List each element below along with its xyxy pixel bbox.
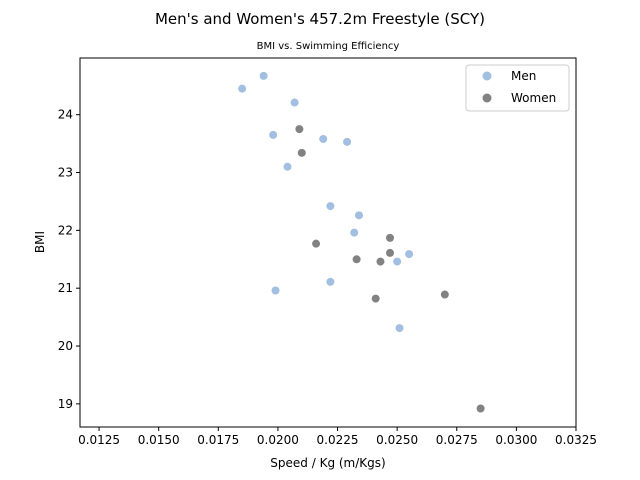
x-tick-label: 0.0300 [495,433,537,447]
y-tick-label: 21 [58,281,73,295]
y-tick-label: 22 [58,223,73,237]
data-point-men [393,257,402,266]
y-tick-label: 20 [58,339,73,353]
y-tick-label: 19 [58,397,73,411]
data-point-women [295,125,304,134]
legend-label-men: Men [511,69,536,83]
data-point-women [371,294,380,303]
data-point-men [269,130,278,139]
data-points [238,71,485,413]
x-tick-label: 0.0175 [197,433,239,447]
data-point-women [440,290,449,299]
y-tick-label: 24 [58,108,73,122]
x-tick-label: 0.0225 [317,433,359,447]
data-point-men [290,98,299,107]
data-point-women [386,248,394,257]
x-tick-label: 0.0250 [376,433,418,447]
data-point-men [395,324,404,333]
legend: Men Women [465,64,570,112]
data-point-women [476,404,485,413]
legend-box [465,64,570,112]
data-point-women [386,233,394,242]
plot-area [79,57,577,428]
x-tick-label: 0.0150 [138,433,180,447]
data-point-men [405,250,414,259]
x-tick-label: 0.0200 [257,433,299,447]
y-axis-ticks: 19 20 21 22 23 24 [58,108,80,411]
data-point-women [312,239,321,248]
x-tick-label: 0.0325 [555,433,597,447]
data-point-women [352,255,361,264]
data-point-women [297,148,306,157]
data-point-men [355,211,363,220]
legend-label-women: Women [511,91,556,105]
data-point-men [238,84,247,93]
data-point-men [343,137,352,146]
legend-marker-women [482,93,492,103]
data-point-men [271,286,280,295]
x-axis-ticks: 0.0125 0.0150 0.0175 0.0200 0.0225 0.0250 0.02… [78,427,597,447]
y-axis-label: BMI [33,231,47,253]
data-point-men [326,202,335,211]
legend-marker-men [482,71,492,81]
x-tick-label: 0.0275 [436,433,478,447]
chart-subtitle: BMI vs. Swimming Efficiency [257,41,400,52]
x-axis-label: Speed / Kg (m/Kgs) [270,456,385,470]
data-point-men [283,162,292,171]
data-point-women [376,257,385,266]
data-point-men [350,228,359,237]
x-tick-label: 0.0125 [78,433,120,447]
data-point-men [259,71,268,80]
y-tick-label: 23 [58,166,73,180]
data-point-men [326,277,335,286]
data-point-men [319,134,328,143]
chart-title: Men's and Women's 457.2m Freestyle (SCY) [155,10,485,28]
